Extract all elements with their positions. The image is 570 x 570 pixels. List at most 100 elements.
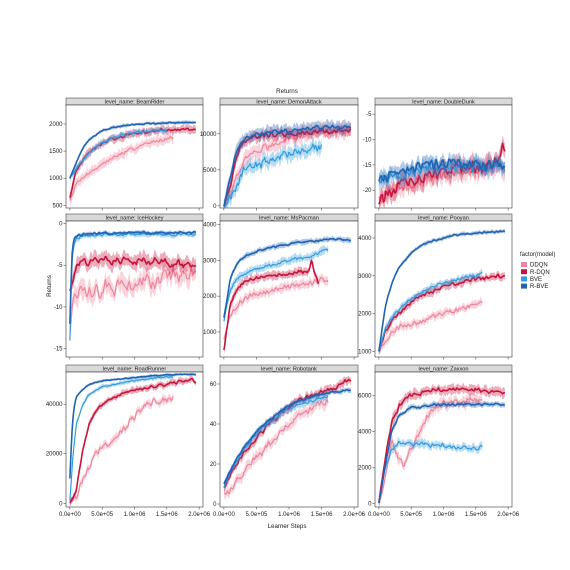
y-tick-label: 0 <box>59 501 63 507</box>
series-line-BVE <box>223 143 323 208</box>
plot-area <box>69 229 197 344</box>
series-band-BVE <box>223 137 322 208</box>
x-tick-label: 1.0e+06 <box>278 512 301 518</box>
y-tick-label: -15 <box>363 163 372 169</box>
series-line-R-BVE <box>378 230 506 352</box>
y-tick-label: 2000 <box>203 294 217 300</box>
panel-frame <box>374 371 513 508</box>
panel-8: level_name: Zaxxon 0 2000 4000 6000 0.0e+00 5.… <box>358 364 520 518</box>
series-band-BVE <box>378 436 483 506</box>
y-tick-label: 3000 <box>203 258 217 264</box>
y-tick-label: -15 <box>54 347 63 353</box>
legend-label: R-BVE <box>530 284 548 290</box>
series-band-DDQN <box>378 392 483 507</box>
y-tick-label: 2000 <box>358 312 372 318</box>
y-tick-label: 60 <box>210 382 217 388</box>
y-tick-label: 3000 <box>358 274 372 280</box>
y-tick-label: -5 <box>57 263 63 269</box>
plot-area <box>378 382 505 507</box>
series-line-DDQN <box>223 126 352 208</box>
x-tick-label: 1.5e+06 <box>311 512 334 518</box>
y-tick-label: 2000 <box>358 465 372 471</box>
series-line-DDQN <box>223 399 329 495</box>
series-line-BVE <box>223 396 329 488</box>
series-band-R-DQN <box>69 375 196 507</box>
y-tick-label: 40000 <box>46 402 63 408</box>
panel-title: level_name: DoubleDunk <box>412 99 475 105</box>
y-tick-label: 0 <box>59 222 63 228</box>
x-tick-label: 1.5e+06 <box>465 512 488 518</box>
series-line-BVE <box>69 375 174 501</box>
panel-frame <box>374 104 513 209</box>
legend-title: factor(model) <box>520 252 555 258</box>
series-line-BVE <box>69 232 197 341</box>
panel-frame <box>374 220 513 358</box>
series-band-R-BVE <box>378 151 505 190</box>
series-band-DDQN <box>378 296 483 355</box>
x-axis-title: Learner Steps <box>268 523 307 530</box>
x-tick-label: 1.5e+06 <box>156 512 179 518</box>
plot-area <box>378 135 506 208</box>
y-tick-label: -5 <box>366 112 372 118</box>
series-line-BVE <box>223 248 329 322</box>
panel-0: level_name: BeamRider 500 1000 1500 2000 <box>49 97 204 211</box>
panel-title: level_name: Zaxxon <box>418 366 468 372</box>
series-line-DDQN <box>223 277 329 340</box>
y-tick-label: 1000 <box>49 176 63 182</box>
y-tick-label: -10 <box>54 305 63 311</box>
series-band-BVE <box>223 244 329 325</box>
series-band-DDQN <box>223 394 329 500</box>
plot-area <box>69 372 197 507</box>
series-band-R-DQN <box>223 375 351 493</box>
plot-area <box>223 235 352 356</box>
panel-title: level_name: Pooyan <box>418 215 469 221</box>
panels-layer: level_name: BeamRider500100015002000leve… <box>46 97 520 518</box>
series-band-R-DQN <box>223 122 351 208</box>
y-tick-label: -20 <box>363 188 372 194</box>
plot-area <box>69 120 197 207</box>
y-tick-label: 0 <box>213 204 217 210</box>
x-tick-label: 2.0e+06 <box>497 512 520 518</box>
series-line-R-BVE <box>223 237 352 318</box>
y-tick-label: 1000 <box>203 330 217 336</box>
series-line-DDQN <box>378 162 506 201</box>
legend-label: DDQN <box>530 263 548 269</box>
panel-title: level_name: MsPacman <box>259 215 319 221</box>
y-tick-label: 0 <box>368 501 372 507</box>
x-tick-label: 5.0e+05 <box>400 512 423 518</box>
x-tick-label: 1.0e+06 <box>433 512 456 518</box>
panel-3: level_name: IceHockey -15 -10 -5 0 <box>54 213 204 360</box>
legend-swatch <box>521 262 527 267</box>
series-band-BVE <box>223 392 329 491</box>
y-tick-label: 4000 <box>358 429 372 435</box>
series-line-R-DQN <box>69 255 197 292</box>
y-tick-label: -10 <box>363 138 372 144</box>
panel-frame <box>219 220 359 358</box>
x-tick-label: 5.0e+05 <box>246 512 269 518</box>
x-tick-label: 0.0e+00 <box>213 512 236 518</box>
y-tick-label: 20000 <box>46 452 63 458</box>
series-line-R-DQN <box>378 386 505 504</box>
panel-5: level_name: Pooyan 1000 2000 3000 4000 <box>358 213 513 360</box>
y-tick-label: 1500 <box>49 149 63 155</box>
series-line-DDQN <box>378 300 483 352</box>
y-axis-title: Returns <box>46 275 53 297</box>
x-tick-label: 0.0e+00 <box>59 512 82 518</box>
panel-title: level_name: BeamRider <box>105 99 165 105</box>
x-tick-label: 1.0e+06 <box>124 512 147 518</box>
x-tick-label: 0.0e+00 <box>368 512 391 518</box>
series-line-DDQN <box>69 135 174 201</box>
y-tick-label: 6000 <box>358 393 372 399</box>
legend-swatch <box>521 269 527 275</box>
y-tick-label: 500 <box>52 203 63 209</box>
series-band-BVE <box>378 152 505 192</box>
legend-swatch <box>521 276 527 282</box>
series-line-R-BVE <box>378 402 505 504</box>
panel-frame <box>219 371 359 508</box>
series-line-R-DQN <box>223 259 320 351</box>
x-tick-label: 2.0e+06 <box>343 512 366 518</box>
panel-6: level_name: RoadRunner 0 20000 40000 0.0e+00… <box>46 364 211 518</box>
plot-area <box>223 375 352 500</box>
legend-label: R-DQN <box>530 270 550 276</box>
y-tick-label: 2000 <box>49 122 63 128</box>
